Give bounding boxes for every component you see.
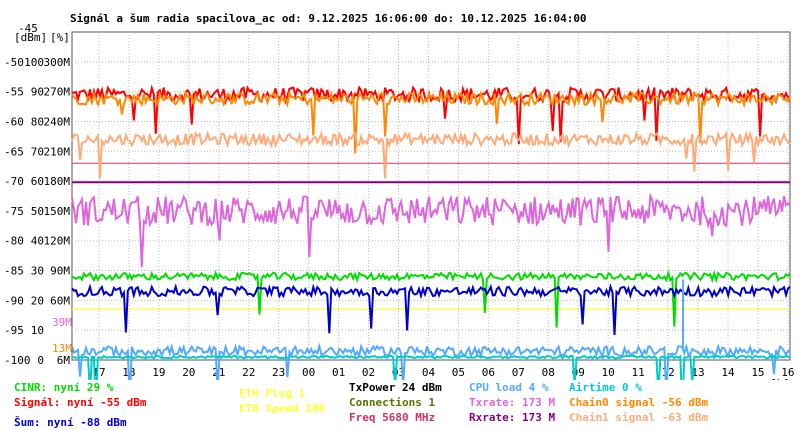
x-tick-label: 07	[512, 366, 525, 379]
x-tick-label: 02	[362, 366, 375, 379]
y-tick-label-pct: 100	[24, 56, 44, 69]
x-tick-label: 19	[152, 366, 165, 379]
y-tick-label-dbm: -100	[4, 354, 31, 367]
y-tick-label-dbm: -75	[4, 205, 24, 218]
series-line	[71, 129, 791, 179]
x-tick-label: 20	[182, 366, 195, 379]
series-line	[71, 342, 791, 380]
x-tick-label: 05	[452, 366, 465, 379]
series-line	[71, 283, 791, 335]
legend-eth-speed: ETH Speed 100	[239, 402, 326, 415]
y-tick-label-pct: 80	[31, 115, 44, 128]
y-tick-label-rate: 240M	[44, 115, 71, 128]
y-tick-label-rate: 300M	[44, 56, 71, 69]
legend-connections: Connections 1	[349, 396, 436, 409]
y-tick-label-dbm: -85	[4, 265, 24, 278]
y-tick-label-rate: 60M	[50, 294, 70, 307]
series-line	[71, 354, 791, 380]
y-pct-label: [%]	[50, 31, 70, 44]
y-tick-label-pct: 90	[31, 86, 44, 99]
y-tick-label-pct: 50	[31, 205, 44, 218]
signal-noise-chart: Signál a šum radia spacilova_ac od: 9.12…	[4, 12, 795, 380]
x-tick-label: 01	[332, 366, 345, 379]
legend-rxrate: Rxrate: 173 M	[469, 411, 556, 424]
y-tick-label-dbm: -60	[4, 115, 24, 128]
x-tick-label: 22	[242, 366, 255, 379]
x-tick-label: 15	[751, 366, 764, 379]
y-tick-label-rate: 90M	[50, 265, 70, 278]
x-unit-label: [h]	[770, 377, 790, 380]
chart-title: Signál a šum radia spacilova_ac od: 9.12…	[70, 12, 587, 25]
legend-chain0: Chain0 signal -56 dBm	[569, 396, 709, 409]
x-tick-label: 10	[602, 366, 615, 379]
y-tick-label-dbm: -65	[4, 145, 24, 158]
x-tick-label: 13	[691, 366, 704, 379]
y-tick-label-pct: 70	[31, 145, 44, 158]
x-tick-label: 23	[272, 366, 285, 379]
series-line	[71, 269, 791, 328]
y-unit-label: [dBm]	[14, 31, 47, 44]
y-tick-label-rate: 270M	[44, 86, 71, 99]
y-tick-label-rate: 120M	[44, 235, 71, 248]
y-tick-label-dbm: -70	[4, 175, 24, 188]
y-tick-label-pct: 10	[31, 324, 44, 337]
y-tick-label-chain0: 13M	[52, 342, 72, 355]
y-tick-label-dbm: -90	[4, 294, 24, 307]
y-tick-label-rate: 6M	[57, 354, 71, 367]
series-line	[71, 89, 791, 154]
legend-noise: Šum: nyní -88 dBm	[14, 416, 127, 429]
x-tick-label: 00	[302, 366, 315, 379]
legend-txpower: TxPower 24 dBm	[349, 381, 442, 394]
legend-eth-plug: ETH Plug 1	[239, 387, 306, 400]
y-tick-label-dbm: -80	[4, 235, 24, 248]
legend-airtime: Airtime 0 %	[569, 381, 642, 394]
legend-signal: Signál: nyní -55 dBm	[14, 396, 147, 409]
legend-cinr: CINR: nyní 29 %	[14, 381, 114, 394]
y-tick-label-dbm: -95	[4, 324, 24, 337]
y-tick-label-pct: 60	[31, 175, 44, 188]
y-tick-label-dbm: -55	[4, 86, 24, 99]
y-tick-label-dbm: -50	[4, 56, 24, 69]
y-tick-label-pct: 20	[31, 294, 44, 307]
x-tick-label: 08	[542, 366, 555, 379]
y-tick-label-rate: 210M	[44, 145, 71, 158]
y-tick-label-rate: 150M	[44, 205, 71, 218]
plot-area	[71, 31, 791, 361]
x-tick-label: 14	[721, 366, 735, 379]
x-tick-label: 11	[632, 366, 645, 379]
y-tick-label-pct: 40	[31, 235, 44, 248]
y-tick-label-pct: 30	[31, 265, 44, 278]
y-tick-label-rate: 180M	[44, 175, 71, 188]
y-tick-label: -45	[18, 22, 38, 35]
y-tick-label-pct: 0	[37, 354, 44, 367]
x-tick-label: 16	[781, 366, 794, 379]
legend-cpu-load: CPU load 4 %	[469, 381, 549, 394]
x-tick-label: 06	[482, 366, 495, 379]
legend-chain1: Chain1 signal -63 dBm	[569, 411, 709, 424]
x-tick-label: 04	[422, 366, 436, 379]
series-line	[71, 192, 791, 268]
legend-txrate: Txrate: 173 M	[469, 396, 556, 409]
series-line	[71, 84, 791, 145]
y-tick-label-txrate: 39M	[52, 316, 72, 329]
legend-freq: Freq 5680 MHz	[349, 411, 436, 424]
